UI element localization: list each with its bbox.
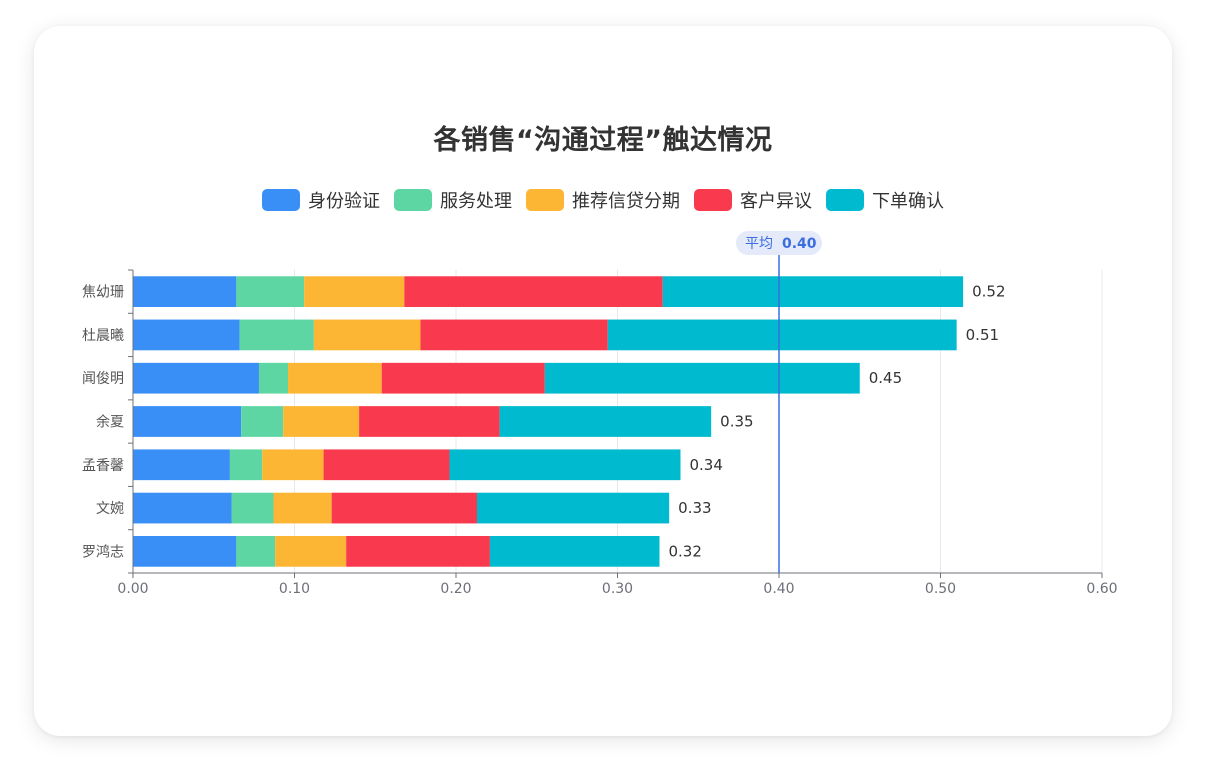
category-label: 杜晨曦	[82, 328, 124, 344]
bar-segment[interactable]	[133, 535, 237, 567]
bar-segment[interactable]	[283, 406, 360, 437]
bar-segment[interactable]	[420, 319, 608, 351]
bar-segment[interactable]	[476, 492, 670, 524]
bar-segment[interactable]	[304, 276, 405, 308]
legend-item-customer-objection[interactable]: 客户异议	[694, 187, 812, 213]
x-tick-label: 0.30	[602, 581, 633, 597]
x-tick-label: 0.60	[1086, 581, 1117, 597]
bar-total-label: 0.45	[869, 369, 902, 387]
bar-segment[interactable]	[662, 276, 964, 308]
bar-segment[interactable]	[607, 319, 957, 351]
chart-title: 各销售“沟通过程”触达情况	[433, 125, 773, 156]
legend-swatch	[394, 189, 432, 211]
bar-segment[interactable]	[236, 276, 305, 308]
bar-segment[interactable]	[133, 319, 240, 351]
bar-total-label: 0.32	[668, 542, 701, 560]
bar-total-label: 0.35	[720, 413, 753, 431]
bar-total-label: 0.52	[972, 283, 1005, 301]
bar-segment[interactable]	[544, 362, 860, 394]
bar-segment[interactable]	[262, 449, 324, 481]
bar-segment[interactable]	[313, 319, 421, 351]
category-label: 文婉	[96, 501, 124, 517]
legend-item-order-confirmation[interactable]: 下单确认	[826, 187, 944, 213]
legend-swatch	[826, 189, 864, 211]
bar-segment[interactable]	[489, 535, 660, 567]
category-label: 焦幼珊	[82, 285, 124, 301]
bar-total-label: 0.51	[966, 326, 999, 344]
bar-segment[interactable]	[346, 535, 490, 567]
bar-segment[interactable]	[331, 492, 477, 524]
bar-total-label: 0.33	[678, 499, 711, 517]
bar-segment[interactable]	[381, 362, 545, 394]
legend-label: 推荐信贷分期	[572, 191, 680, 212]
legend-item-credit-installment[interactable]: 推荐信贷分期	[526, 187, 680, 213]
bar-segment[interactable]	[288, 362, 382, 394]
average-value-text: 0.40	[782, 236, 817, 252]
bar-segment[interactable]	[133, 406, 242, 437]
bar-segment[interactable]	[449, 449, 681, 481]
category-label: 闻俊明	[82, 371, 124, 387]
legend-label: 身份验证	[308, 191, 380, 212]
legend-label: 客户异议	[740, 191, 812, 212]
bar-segment[interactable]	[241, 406, 284, 437]
average-label-pill	[736, 231, 822, 255]
average-label-text: 平均	[745, 236, 773, 252]
bar-segment[interactable]	[258, 362, 289, 394]
bar-segment[interactable]	[273, 492, 332, 524]
category-label: 孟香馨	[82, 458, 124, 474]
bar-segment[interactable]	[133, 449, 230, 481]
legend-swatch	[526, 189, 564, 211]
bar-segment[interactable]	[323, 449, 450, 481]
legend-swatch	[694, 189, 732, 211]
legend-label: 服务处理	[440, 191, 512, 212]
category-label: 余夏	[96, 414, 124, 431]
bar-segment[interactable]	[239, 319, 314, 351]
legend-swatch	[262, 189, 300, 211]
bar-segment[interactable]	[275, 535, 347, 567]
x-tick-label: 0.20	[440, 581, 471, 597]
bar-total-label: 0.34	[689, 456, 722, 474]
category-label: 罗鸿志	[82, 543, 124, 560]
x-tick-label: 0.10	[279, 581, 310, 597]
legend-item-service-handling[interactable]: 服务处理	[394, 187, 512, 213]
x-tick-label: 0.40	[763, 581, 794, 597]
legend-item-identity-verification[interactable]: 身份验证	[262, 187, 380, 213]
x-tick-label: 0.00	[117, 581, 148, 597]
bar-segment[interactable]	[133, 362, 259, 394]
x-tick-label: 0.50	[925, 581, 956, 597]
legend-label: 下单确认	[872, 191, 944, 212]
bar-segment[interactable]	[236, 535, 276, 567]
bar-segment[interactable]	[229, 449, 263, 481]
chart-legend: 身份验证 服务处理 推荐信贷分期 客户异议 下单确认	[0, 187, 1206, 213]
bar-segment[interactable]	[133, 276, 237, 308]
bar-segment[interactable]	[404, 276, 663, 308]
bar-segment[interactable]	[359, 406, 500, 437]
bar-segment[interactable]	[499, 406, 712, 437]
bar-segment[interactable]	[133, 492, 232, 524]
bar-segment[interactable]	[231, 492, 274, 524]
